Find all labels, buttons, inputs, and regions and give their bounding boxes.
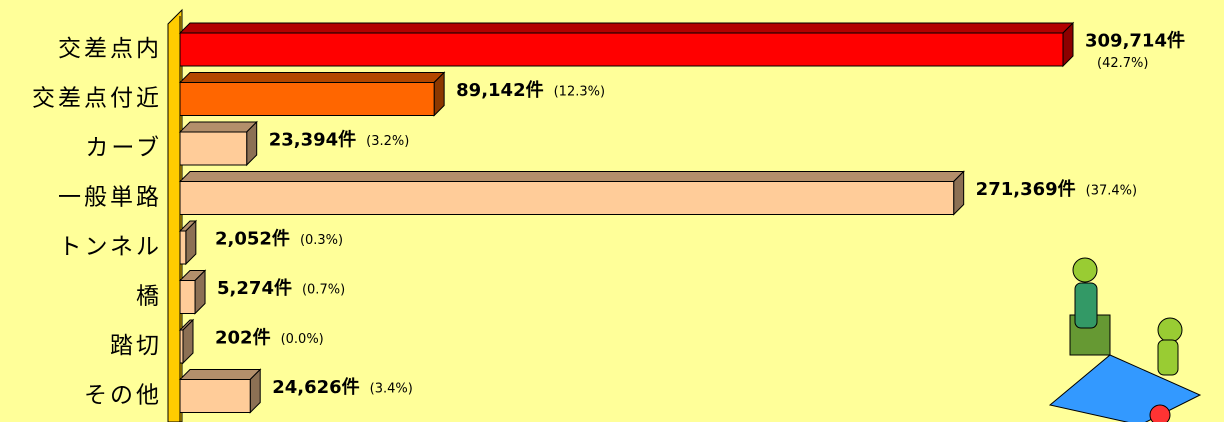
bar-face <box>180 281 195 314</box>
bar-face <box>180 172 964 182</box>
category-label: トンネル <box>58 234 162 260</box>
share-label: (37.4%) <box>1086 184 1137 199</box>
category-label: 交差点付近 <box>32 86 162 112</box>
bar-face <box>180 330 183 363</box>
value-label: 2,052件 <box>215 228 290 250</box>
category-label: 踏切 <box>110 333 162 359</box>
bar-face <box>180 33 1063 66</box>
bar <box>180 172 964 215</box>
share-label: (0.7%) <box>302 283 345 298</box>
share-label: (3.4%) <box>370 382 413 397</box>
share-label: (0.3%) <box>300 233 343 248</box>
category-label: 一般単路 <box>58 185 162 211</box>
bar <box>180 271 205 314</box>
bar-face <box>180 83 434 116</box>
bar-face <box>180 73 444 83</box>
value-label: 202件 <box>215 327 271 349</box>
category-label: カーブ <box>85 135 162 161</box>
value-label: 24,626件 <box>272 376 359 398</box>
bar-face <box>180 370 260 380</box>
value-label: 89,142件 <box>456 79 543 101</box>
bar-face <box>180 122 257 132</box>
share-label: (0.0%) <box>281 332 324 347</box>
bar-face <box>180 380 250 413</box>
bar-face <box>180 231 186 264</box>
bar <box>180 370 260 413</box>
bar <box>180 73 444 116</box>
bar <box>180 23 1073 66</box>
bar-face <box>180 132 247 165</box>
value-label: 309,714件 <box>1085 30 1185 52</box>
share-label: (42.7%) <box>1097 56 1148 71</box>
share-label: (12.3%) <box>554 85 605 100</box>
bar-face <box>180 23 1073 33</box>
bar <box>180 122 257 165</box>
value-label: 23,394件 <box>269 129 356 151</box>
chart: 交差点内 309,714件 (42.7%) 交差点付近 89,142件 (12.3%) カー… <box>0 0 1224 422</box>
category-label: 橋 <box>136 284 162 310</box>
value-label: 271,369件 <box>976 178 1076 200</box>
share-label: (3.2%) <box>366 134 409 149</box>
value-label: 5,274件 <box>217 277 292 299</box>
bar-face <box>180 182 954 215</box>
category-label: その他 <box>84 383 162 409</box>
category-label: 交差点内 <box>58 36 162 62</box>
